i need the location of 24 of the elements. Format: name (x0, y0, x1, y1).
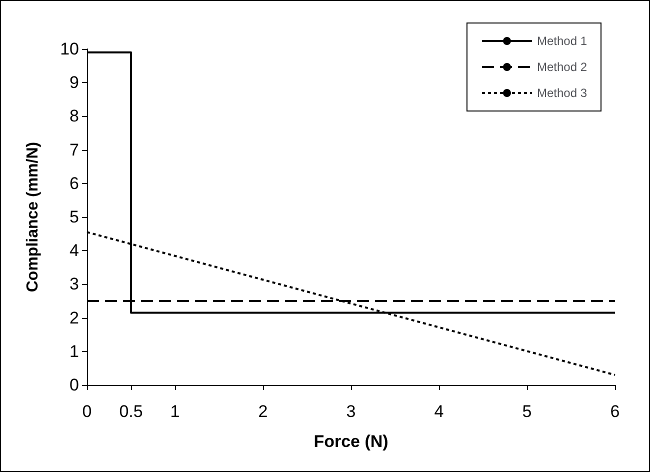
y-tick-label: 5 (70, 208, 79, 226)
x-tick-label: 6 (610, 402, 620, 421)
legend-label: Method 1 (536, 34, 588, 48)
y-tick-label: 3 (70, 274, 79, 294)
legend-label: Method 3 (536, 86, 588, 100)
x-tick-label: 0 (82, 402, 92, 421)
x-axis-title: Force (N) (314, 432, 388, 451)
y-tick-label: 10 (60, 40, 79, 58)
y-tick-label: 2 (70, 308, 79, 328)
y-tick-label: 6 (70, 174, 79, 193)
y-tick-label: 4 (70, 241, 79, 260)
y-tick-label: 7 (70, 140, 79, 160)
y-tick-label: 1 (70, 342, 79, 361)
x-tick-label: 5 (522, 402, 532, 421)
x-tick-label: 1 (170, 402, 180, 421)
y-tick-label: 9 (70, 73, 79, 92)
x-tick-label: 2 (258, 402, 268, 421)
x-tick-label: 4 (434, 402, 444, 421)
x-tick-label: 3 (346, 402, 356, 421)
x-tick-label: 0.5 (119, 402, 143, 421)
legend-label: Method 2 (536, 60, 588, 74)
y-axis-title: Compliance (mm/N) (24, 142, 42, 292)
y-tick-label: 8 (70, 106, 79, 126)
y-tick-label: 0 (70, 376, 79, 394)
